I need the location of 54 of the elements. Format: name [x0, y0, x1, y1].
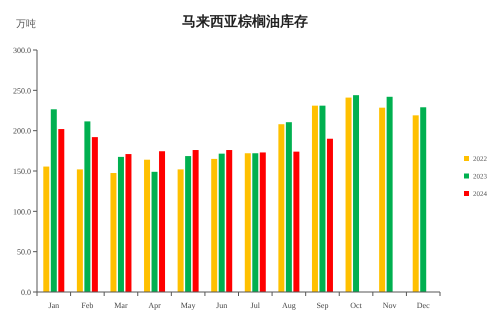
x-tick-label: Mar	[114, 301, 128, 310]
bar	[260, 152, 266, 292]
bar	[346, 98, 352, 292]
bar	[420, 107, 426, 292]
x-tick-label: Jul	[250, 301, 261, 310]
y-tick-label: 100.0	[13, 207, 31, 216]
chart-title: 马来西亚棕榈油库存	[182, 13, 308, 30]
bar	[278, 124, 284, 292]
bar	[144, 160, 150, 292]
bar	[326, 138, 333, 292]
y-tick-label: 0.0	[21, 288, 31, 297]
bar	[386, 96, 393, 292]
bar	[76, 169, 83, 292]
bar	[252, 153, 258, 292]
x-tick-label: Dec	[416, 301, 430, 310]
y-tick-label: 200.0	[13, 126, 31, 136]
bar	[312, 106, 318, 292]
y-tick-label: 250.0	[13, 86, 31, 96]
bar	[110, 173, 116, 292]
bar	[43, 166, 50, 292]
bar	[319, 106, 326, 292]
bar	[192, 150, 199, 292]
bar	[226, 150, 232, 292]
y-tick-label: 300.0	[13, 46, 31, 55]
y-tick-label: 150.0	[13, 167, 31, 176]
bar	[125, 154, 132, 292]
x-tick-label: Nov	[382, 301, 397, 310]
bar	[412, 115, 419, 292]
bar	[152, 172, 158, 292]
x-tick-label: Jun	[216, 301, 228, 310]
x-tick-label: Sep	[316, 301, 328, 310]
x-tick-label: Aug	[282, 301, 296, 310]
bar	[185, 156, 192, 292]
bar	[353, 95, 360, 292]
x-tick-label: Oct	[350, 301, 363, 310]
bar	[50, 109, 57, 292]
x-tick-label: Jan	[48, 301, 60, 310]
bar	[58, 129, 64, 292]
bar	[118, 156, 124, 292]
y-tick-label: 50.0	[17, 248, 31, 257]
bar	[293, 152, 300, 292]
bar	[92, 137, 98, 292]
x-tick-label: Feb	[81, 301, 94, 310]
y-axis-title: 万吨	[16, 18, 36, 30]
bar	[379, 108, 386, 292]
x-tick-label: Apr	[148, 301, 162, 310]
bar	[286, 122, 292, 292]
bar	[84, 121, 90, 292]
bar	[159, 151, 166, 292]
bar	[244, 153, 251, 292]
x-tick-label: May	[180, 301, 196, 310]
bar	[178, 169, 184, 292]
bar	[218, 154, 225, 292]
bar	[211, 158, 218, 292]
